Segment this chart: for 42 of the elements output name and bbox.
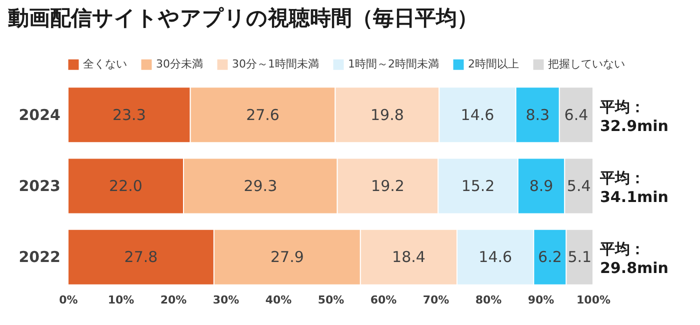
data-label: 8.3	[526, 106, 550, 124]
x-tick-label: 50%	[318, 294, 344, 306]
x-tick-label: 30%	[212, 294, 240, 306]
x-tick-label: 40%	[265, 294, 292, 306]
legend-label: 把握していない	[548, 58, 625, 71]
x-tick-label: 70%	[422, 294, 450, 306]
legend-label: 全くない	[83, 58, 127, 71]
legend-label: 1時間～2時間未満	[348, 58, 439, 71]
data-label: 29.3	[244, 177, 278, 195]
text: 平均： 34.1min	[599, 169, 668, 206]
y-tick-label: 2023	[18, 177, 60, 195]
data-label: 23.3	[112, 106, 146, 124]
text: 平均： 29.8min	[599, 240, 668, 278]
legend-label: 30分未満	[156, 58, 203, 71]
data-label: 14.6	[460, 106, 494, 124]
x-tick-label: 10%	[108, 294, 134, 306]
y-tick-label: 2024	[18, 106, 60, 124]
chart-title: 動画配信サイトやアプリの視聴時間（毎日平均）	[7, 6, 478, 30]
x-tick-label: 0%	[59, 294, 78, 306]
text: 平均： 32.9min	[599, 98, 668, 135]
legend-label: 30分～1時間未満	[232, 58, 319, 71]
data-label: 19.2	[371, 177, 404, 195]
data-label: 6.2	[538, 248, 562, 266]
legend-label: 2時間以上	[468, 58, 519, 71]
data-label: 19.8	[370, 106, 404, 124]
data-label: 6.4	[564, 106, 588, 124]
data-label: 27.6	[246, 106, 280, 124]
data-label: 14.6	[478, 248, 512, 266]
data-label: 5.4	[566, 177, 591, 195]
x-tick-label: 20%	[160, 294, 187, 306]
data-label: 8.9	[529, 177, 554, 195]
y-tick-label: 2022	[18, 248, 60, 266]
x-tick-label: 90%	[528, 294, 554, 306]
data-label: 5.1	[568, 248, 592, 266]
x-tick-label: 60%	[370, 294, 397, 306]
data-label: 27.8	[124, 248, 158, 266]
x-tick-label: 80%	[475, 294, 502, 306]
data-label: 27.9	[270, 248, 304, 266]
data-label: 15.2	[461, 177, 495, 195]
x-tick-label: 100%	[576, 294, 610, 306]
data-label: 18.4	[392, 248, 426, 266]
data-label: 22.0	[109, 177, 142, 195]
